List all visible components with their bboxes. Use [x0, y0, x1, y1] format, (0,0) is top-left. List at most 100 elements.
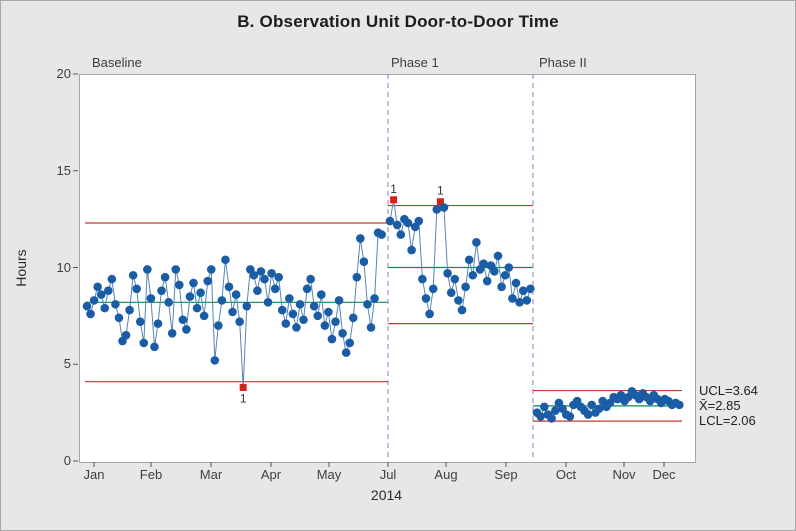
data-point — [675, 400, 684, 410]
phase-label: Phase II — [539, 55, 587, 70]
x-tick-label: Jan — [83, 467, 105, 482]
data-point — [407, 245, 416, 255]
data-point — [587, 400, 597, 410]
data-point — [274, 272, 283, 282]
data-point — [497, 282, 506, 292]
data-point — [366, 323, 376, 332]
data-point — [522, 296, 532, 305]
data-point — [107, 274, 117, 284]
x-tick-label: Apr — [260, 467, 282, 482]
data-point — [309, 301, 319, 311]
data-point — [185, 292, 195, 301]
data-point — [96, 290, 106, 299]
data-point — [125, 305, 134, 315]
x-tick-label: Feb — [139, 467, 163, 482]
data-point — [331, 317, 340, 326]
data-point — [288, 309, 298, 319]
data-point — [508, 294, 517, 303]
data-point — [439, 203, 449, 212]
data-point — [242, 301, 252, 311]
data-point — [277, 305, 287, 315]
data-point — [317, 290, 326, 299]
data-point — [540, 402, 549, 412]
data-point — [171, 265, 181, 274]
data-point — [547, 414, 556, 423]
data-point — [267, 269, 276, 278]
data-point — [583, 410, 593, 419]
y-tick-label: 10 — [56, 259, 71, 275]
data-point — [356, 234, 365, 243]
data-point — [334, 296, 344, 305]
data-point — [479, 259, 488, 268]
data-point — [392, 220, 402, 230]
data-point — [86, 309, 95, 319]
y-tick-label: 20 — [56, 66, 71, 81]
data-point — [295, 299, 305, 309]
data-point — [432, 205, 442, 214]
data-point — [377, 230, 386, 239]
out-of-control-point — [239, 383, 247, 391]
data-point — [199, 311, 209, 321]
test-flag-label: 1 — [437, 184, 444, 198]
data-point — [253, 286, 262, 296]
y-axis-title: Hours — [13, 249, 29, 287]
data-point — [270, 284, 280, 294]
data-point — [490, 267, 499, 276]
data-point — [550, 406, 560, 415]
data-point — [536, 412, 545, 421]
x-tick-label: Dec — [652, 467, 676, 482]
data-point — [260, 274, 269, 284]
x-tick-label: Oct — [555, 467, 577, 482]
data-point — [370, 294, 379, 303]
data-point — [175, 280, 184, 290]
data-point — [135, 317, 145, 326]
data-point — [203, 276, 212, 286]
x-tick-label: Jul — [379, 467, 397, 482]
data-point — [160, 272, 170, 282]
data-point — [111, 299, 120, 309]
data-point — [82, 301, 92, 311]
data-point — [352, 272, 362, 282]
x-tick-label: Aug — [434, 467, 458, 482]
data-point — [263, 298, 273, 307]
data-point — [192, 303, 202, 313]
data-point — [468, 270, 478, 280]
data-point — [189, 278, 198, 288]
data-point — [235, 317, 244, 326]
data-point — [150, 342, 159, 352]
data-point — [221, 255, 230, 265]
out-of-control-point — [390, 196, 398, 204]
data-point — [217, 296, 227, 305]
data-point — [128, 270, 138, 280]
data-point — [504, 263, 514, 272]
data-point — [511, 278, 521, 288]
data-point — [313, 311, 323, 321]
data-point — [299, 315, 308, 325]
data-point — [281, 319, 291, 328]
data-point — [121, 330, 131, 340]
data-point — [454, 296, 463, 305]
data-point — [210, 356, 220, 365]
data-point — [482, 276, 492, 286]
data-point — [164, 298, 173, 307]
data-point — [231, 290, 241, 299]
x-axis-title: 2014 — [370, 487, 403, 503]
data-point — [292, 323, 301, 332]
data-point — [493, 251, 503, 261]
x-tick-label: Nov — [612, 467, 636, 482]
data-point — [446, 288, 456, 297]
x-tick-label: May — [316, 467, 342, 482]
data-point — [428, 284, 438, 294]
y-tick-label: 0 — [63, 453, 71, 468]
data-point — [196, 288, 205, 297]
control-chart-canvas: 1 1 1 — [73, 73, 684, 467]
data-point — [464, 255, 474, 265]
test-flag-label: 1 — [390, 182, 397, 196]
data-point — [178, 315, 188, 325]
data-point — [206, 265, 216, 274]
data-point — [93, 282, 102, 292]
data-point — [143, 265, 152, 274]
test-flag-label: 1 — [240, 391, 247, 405]
data-point — [565, 412, 575, 421]
x-tick-label: Sep — [494, 467, 518, 482]
